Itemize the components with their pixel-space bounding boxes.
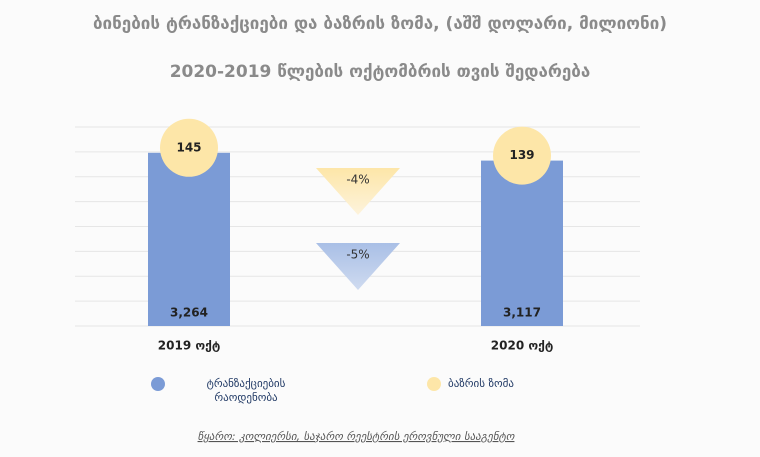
source: წყარო: კოლიერსი, საჯარო რეესტრის ეროვნულ…	[198, 430, 516, 443]
legend-label: ტრანზაქციების რაოდენობა	[207, 377, 286, 404]
chart-subtitle: 2020-2019 წლების ოქტომბრის თვის შედარება	[169, 62, 591, 82]
change-triangle	[316, 168, 400, 215]
bar-label: 3,117	[503, 306, 541, 320]
x-tick-label: 2020 ოქტ	[491, 339, 553, 353]
x-tick-label: 2019 ოქტ	[158, 339, 220, 353]
legend-label: ბაზრის ზომა	[448, 377, 514, 390]
change-label: -5%	[346, 248, 369, 262]
legend-swatch	[427, 377, 441, 391]
bubble-label: 145	[176, 140, 201, 154]
legend-swatch	[151, 377, 165, 391]
change-label: -4%	[346, 173, 369, 187]
chart-title: ბინების ტრანზაქციები და ბაზრის ზომა, (აშ…	[92, 14, 668, 34]
bar-label: 3,264	[170, 306, 208, 320]
bubble	[160, 118, 218, 177]
bubble-label: 139	[509, 148, 534, 162]
bar	[481, 160, 563, 326]
bar	[148, 152, 230, 326]
bubble	[493, 126, 551, 185]
change-triangle	[316, 243, 400, 290]
